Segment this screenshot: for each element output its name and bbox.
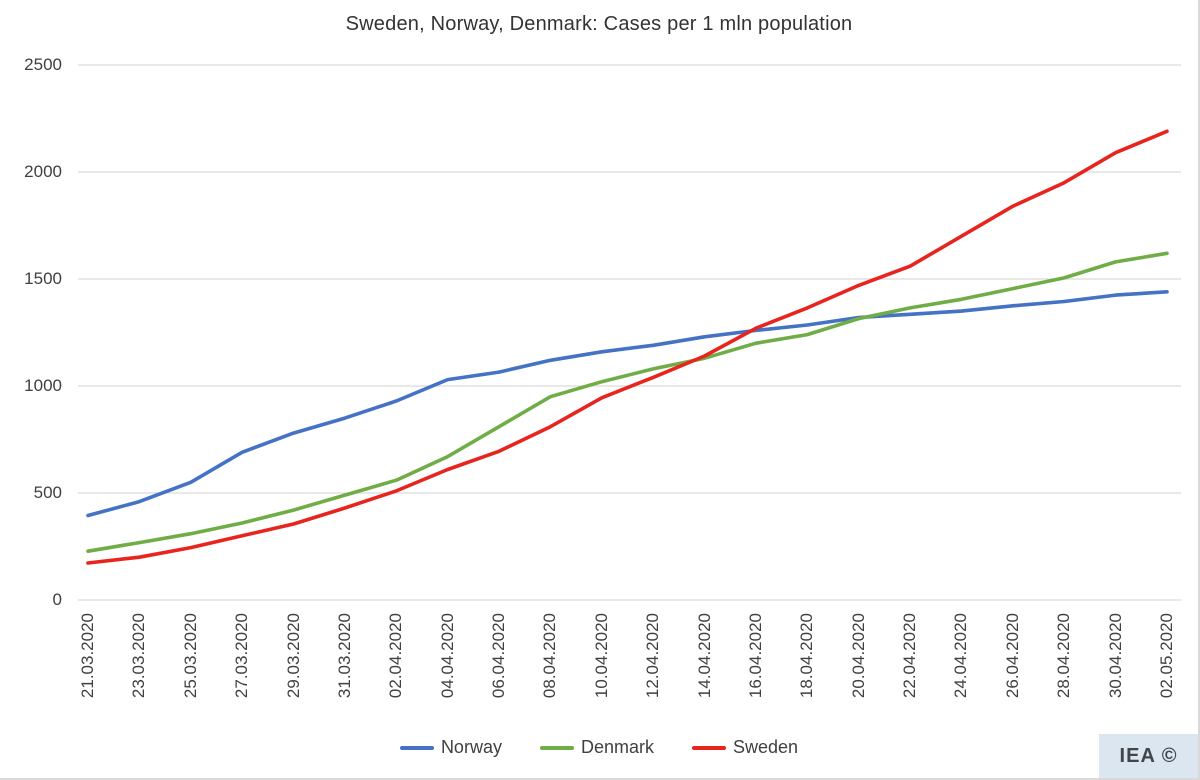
y-axis-tick-label: 1000 bbox=[24, 376, 62, 395]
x-axis-tick-label: 18.04.2020 bbox=[797, 613, 817, 699]
x-axis-tick-label: 22.04.2020 bbox=[900, 613, 920, 699]
sweden-line-swatch-icon bbox=[691, 745, 726, 750]
x-axis-tick-label: 26.04.2020 bbox=[1002, 613, 1022, 699]
legend-label-norway: Norway bbox=[440, 737, 502, 757]
x-axis-tick-label: 31.03.2020 bbox=[334, 613, 354, 699]
x-axis-tick-label: 25.03.2020 bbox=[180, 613, 200, 699]
y-axis-tick-label: 1500 bbox=[24, 269, 62, 288]
legend-item-norway: Norway bbox=[399, 737, 502, 758]
legend: Norway Denmark Sweden bbox=[0, 737, 1198, 758]
x-axis-tick-label: 27.03.2020 bbox=[232, 613, 252, 699]
x-axis-tick-label: 04.04.2020 bbox=[437, 613, 457, 699]
legend-label-sweden: Sweden bbox=[732, 737, 799, 757]
x-axis-tick-label: 14.04.2020 bbox=[694, 613, 714, 699]
y-axis-tick-label: 2500 bbox=[24, 55, 62, 74]
x-axis-tick-label: 02.05.2020 bbox=[1157, 613, 1176, 699]
x-axis-tick-label: 10.04.2020 bbox=[591, 613, 611, 699]
legend-label-denmark: Denmark bbox=[580, 737, 654, 757]
x-axis-tick-label: 06.04.2020 bbox=[489, 613, 509, 699]
x-axis-tick-label: 21.03.2020 bbox=[78, 613, 97, 699]
y-axis-tick-label: 500 bbox=[33, 483, 62, 502]
iea-watermark-label: IEA © bbox=[1119, 744, 1178, 767]
x-axis-tick-label: 12.04.2020 bbox=[643, 613, 663, 699]
x-axis-tick-label: 28.04.2020 bbox=[1054, 613, 1074, 699]
norway-line-swatch-icon bbox=[399, 745, 434, 750]
x-axis-tick-label: 24.04.2020 bbox=[951, 613, 971, 699]
y-axis-tick-label: 0 bbox=[52, 590, 62, 609]
denmark-line-swatch-icon bbox=[539, 745, 574, 750]
x-axis-tick-label: 23.03.2020 bbox=[129, 613, 149, 699]
x-axis-tick-label: 16.04.2020 bbox=[745, 613, 765, 699]
series-line-denmark bbox=[86, 251, 1169, 554]
series-line-sweden bbox=[86, 129, 1169, 565]
legend-item-denmark: Denmark bbox=[539, 737, 654, 758]
x-axis-tick-label: 08.04.2020 bbox=[540, 613, 560, 699]
series-line-norway bbox=[86, 289, 1169, 518]
chart-title: Sweden, Norway, Denmark: Cases per 1 mln… bbox=[345, 13, 853, 35]
x-axis-tick-label: 30.04.2020 bbox=[1105, 613, 1125, 699]
x-axis-tick-label: 02.04.2020 bbox=[386, 613, 406, 699]
legend-item-sweden: Sweden bbox=[691, 737, 799, 758]
y-axis-tick-label: 2000 bbox=[24, 162, 62, 181]
x-axis-tick-label: 29.03.2020 bbox=[283, 613, 303, 699]
x-axis-tick-label: 20.04.2020 bbox=[848, 613, 868, 699]
iea-watermark: IEA © bbox=[1099, 734, 1198, 778]
